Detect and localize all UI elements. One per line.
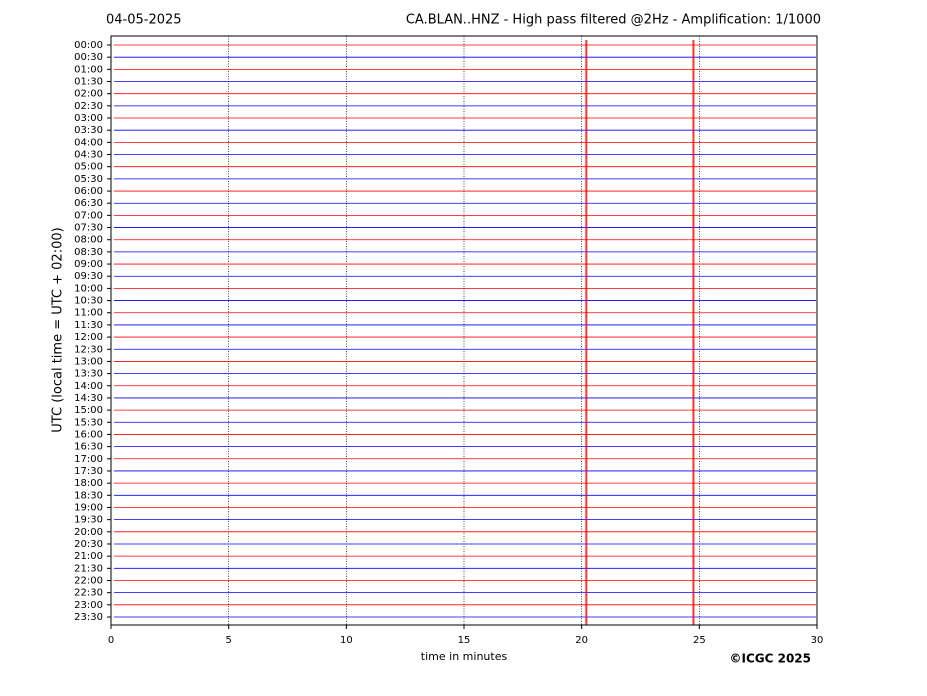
y-tick-label: 04:30 [74, 150, 103, 161]
y-tick-label: 14:00 [74, 381, 103, 392]
y-tick-label: 00:30 [74, 52, 103, 63]
y-tick-label: 01:00 [74, 64, 103, 75]
x-axis-label: time in minutes [421, 650, 508, 663]
y-tick-label: 09:00 [74, 259, 103, 270]
y-tick-label: 11:30 [74, 320, 103, 331]
y-tick-label: 00:00 [74, 40, 103, 51]
y-tick-label: 01:30 [74, 77, 103, 88]
y-tick-label: 12:30 [74, 344, 103, 355]
y-tick-label: 17:00 [74, 454, 103, 465]
y-tick-label: 13:00 [74, 356, 103, 367]
y-tick-label: 18:30 [74, 490, 103, 501]
y-tick-label: 15:00 [74, 405, 103, 416]
y-tick-label: 03:30 [74, 125, 103, 136]
y-tick-label: 07:00 [74, 210, 103, 221]
y-tick-label: 08:00 [74, 235, 103, 246]
x-tick-label: 20 [575, 635, 588, 646]
y-tick-label: 17:30 [74, 466, 103, 477]
credit: ©ICGC 2025 [729, 652, 811, 666]
y-tick-label: 20:30 [74, 539, 103, 550]
y-tick-label: 07:30 [74, 223, 103, 234]
x-tick-label: 15 [458, 635, 471, 646]
y-tick-label: 11:00 [74, 308, 103, 319]
x-tick-label: 25 [693, 635, 706, 646]
y-tick-label: 02:00 [74, 89, 103, 100]
plot-frame [110, 35, 818, 626]
y-axis-label: UTC (local time = UTC + 02:00) [51, 227, 66, 432]
y-tick-label: 04:00 [74, 137, 103, 148]
y-tick-label: 19:00 [74, 502, 103, 513]
y-tick-label: 18:00 [74, 478, 103, 489]
y-tick-label: 19:30 [74, 515, 103, 526]
x-tick-label: 30 [811, 635, 824, 646]
y-tick-label: 10:00 [74, 283, 103, 294]
y-tick-label: 02:30 [74, 101, 103, 112]
y-tick-label: 14:30 [74, 393, 103, 404]
y-tick-label: 16:00 [74, 429, 103, 440]
chart-title: CA.BLAN..HNZ - High pass filtered @2Hz -… [406, 13, 821, 28]
y-tick-label: 21:30 [74, 563, 103, 574]
y-tick-label: 15:30 [74, 417, 103, 428]
y-tick-label: 10:30 [74, 296, 103, 307]
y-tick-label: 06:00 [74, 186, 103, 197]
y-tick-label: 23:30 [74, 612, 103, 623]
y-tick-label: 05:30 [74, 174, 103, 185]
date: 04-05-2025 [106, 13, 182, 28]
x-tick-label: 10 [340, 635, 353, 646]
y-tick-label: 09:30 [74, 271, 103, 282]
y-tick-label: 12:00 [74, 332, 103, 343]
x-tick-label: 0 [108, 635, 114, 646]
y-tick-label: 16:30 [74, 442, 103, 453]
y-tick-label: 22:00 [74, 575, 103, 586]
y-tick-label: 08:30 [74, 247, 103, 258]
y-tick-label: 20:00 [74, 527, 103, 538]
y-tick-label: 03:00 [74, 113, 103, 124]
y-tick-label: 05:00 [74, 162, 103, 173]
y-tick-label: 22:30 [74, 588, 103, 599]
x-tick-label: 5 [225, 635, 231, 646]
y-tick-label: 06:30 [74, 198, 103, 209]
y-tick-label: 21:00 [74, 551, 103, 562]
y-tick-label: 13:30 [74, 369, 103, 380]
y-tick-label: 23:00 [74, 600, 103, 611]
